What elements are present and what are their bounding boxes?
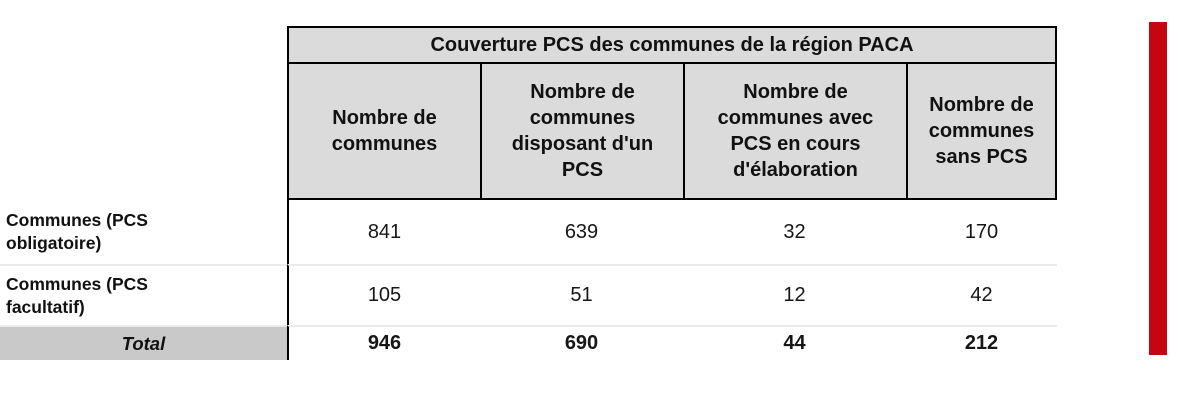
cell-obligatoire-sans-pcs: 170 bbox=[964, 220, 999, 243]
cell-total-avec-pcs: 690 bbox=[480, 325, 683, 360]
column-header-nombre-communes: Nombre de communes bbox=[287, 64, 480, 200]
row-label-pcs-facultatif: Communes (PCS facultatif) bbox=[0, 264, 287, 325]
cell-obligatoire-avec-pcs: 639 bbox=[564, 220, 599, 243]
cell-total-nombre: 946 bbox=[287, 325, 480, 360]
column-header-sans-pcs: Nombre de communes sans PCS bbox=[906, 64, 1057, 200]
cell-facultatif-sans-pcs: 42 bbox=[906, 264, 1057, 325]
column-header-pcs-en-cours: Nombre de communes avec PCS en cours d'é… bbox=[683, 64, 906, 200]
cell-total-sans-pcs: 212 bbox=[906, 325, 1057, 360]
table-title: Couverture PCS des communes de la région… bbox=[287, 26, 1057, 64]
red-accent-bar bbox=[1149, 22, 1167, 355]
column-header-communes-avec-pcs: Nombre de communes disposant d'un PCS bbox=[480, 64, 683, 200]
cell-facultatif-avec-pcs: 51 bbox=[480, 264, 683, 325]
cell-facultatif-en-cours: 12 bbox=[683, 264, 906, 325]
cell-facultatif-nombre: 105 bbox=[287, 264, 480, 325]
cell-total-en-cours: 44 bbox=[683, 325, 906, 360]
row-label-pcs-obligatoire: Communes (PCS obligatoire) bbox=[6, 210, 148, 253]
cell-obligatoire-nombre: 841 bbox=[287, 200, 480, 264]
pcs-coverage-table: Couverture PCS des communes de la région… bbox=[0, 26, 1057, 360]
row-label-total: Total bbox=[0, 325, 287, 360]
cell-obligatoire-en-cours: 32 bbox=[783, 220, 806, 243]
